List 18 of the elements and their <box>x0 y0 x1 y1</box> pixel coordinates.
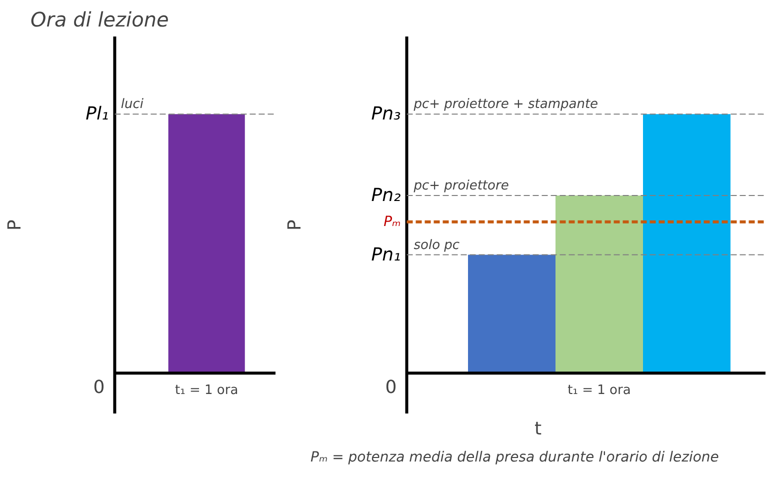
chart-title: Ora di lezione <box>30 8 169 32</box>
x-tick-label: t₁ = 1 ora <box>175 383 238 398</box>
ref-line-label: Pl₁ <box>86 104 109 125</box>
annotation: pc+ proiettore <box>412 178 509 194</box>
annotation: solo pc <box>414 238 460 253</box>
ref-line-label: Pn₃ <box>371 104 401 125</box>
ref-line-label: Pₘ <box>384 214 402 230</box>
x-tick-label: t₁ = 1 ora <box>568 383 631 398</box>
annotation: pc+ proiettore + stampante <box>412 97 598 112</box>
text: 0 <box>385 377 397 398</box>
text: 0 <box>93 377 105 398</box>
x-axis-title: t <box>534 418 542 440</box>
y-axis-title: P <box>284 219 306 230</box>
text: Pₘ = potenza media della presa durante l'orario di lezione <box>310 450 719 466</box>
y-axis-title: P <box>4 219 26 230</box>
annotation: luci <box>120 97 144 112</box>
ref-line-label: Pn₁ <box>371 244 401 266</box>
ref-line-label: Pn₂ <box>371 184 401 206</box>
